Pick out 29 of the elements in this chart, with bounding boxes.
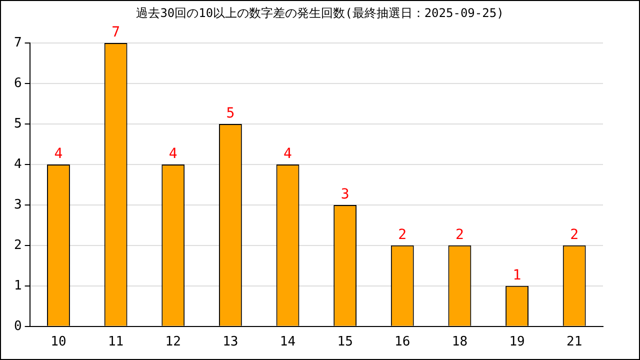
- y-tick-label: 6: [14, 76, 22, 91]
- x-tick-label: 10: [50, 334, 66, 350]
- x-tick-label: 14: [280, 334, 296, 350]
- x-tick-label: 18: [452, 334, 468, 350]
- y-tick-label: 1: [14, 278, 22, 294]
- x-tick-label: 21: [566, 334, 582, 350]
- y-tick-label: 2: [14, 238, 22, 253]
- x-tick-label: 11: [108, 334, 124, 350]
- data-label: 2: [398, 227, 407, 244]
- x-tick-label: 16: [394, 334, 410, 350]
- data-label: 4: [54, 146, 63, 162]
- y-tick-label: 7: [14, 35, 22, 50]
- chart-title: 過去30回の10以上の数字差の発生回数(最終抽選日：2025-09-25): [135, 5, 505, 22]
- data-label: 2: [570, 227, 579, 244]
- data-label: 1: [512, 268, 522, 284]
- x-tick-label: 12: [165, 334, 181, 350]
- y-tick-label: 5: [14, 116, 22, 132]
- y-tick-label: 3: [14, 197, 22, 212]
- data-label: 2: [455, 227, 464, 244]
- data-label: 7: [112, 24, 120, 41]
- x-tick-label: 15: [337, 334, 353, 350]
- x-tick-label: 19: [509, 334, 525, 350]
- data-label: 4: [284, 146, 292, 162]
- x-tick-label: 13: [222, 334, 238, 350]
- y-tick-label: 4: [14, 156, 22, 172]
- y-tick-label: 0: [14, 318, 22, 334]
- data-label: 5: [226, 106, 235, 122]
- data-label: 4: [168, 146, 178, 162]
- data-label: 3: [340, 186, 350, 203]
